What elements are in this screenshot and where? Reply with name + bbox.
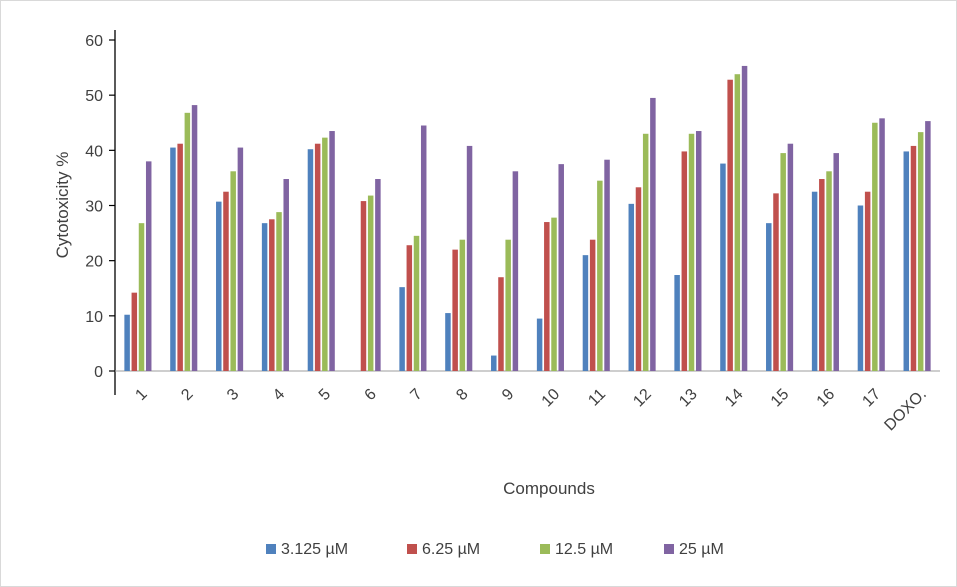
bar: [329, 131, 335, 371]
bar: [812, 192, 818, 371]
y-tick-label: 30: [85, 199, 103, 216]
y-tick-label: 10: [85, 309, 103, 326]
bar: [925, 121, 931, 371]
bar: [537, 319, 543, 371]
bar: [788, 144, 794, 371]
bar: [238, 148, 244, 371]
bar: [597, 181, 603, 371]
bar: [139, 223, 145, 371]
bar: [604, 160, 610, 371]
bar: [766, 223, 772, 371]
bar: [551, 218, 557, 371]
bar: [918, 132, 924, 371]
bar: [491, 356, 497, 371]
bar: [727, 80, 733, 371]
bar: [216, 202, 222, 371]
bar: [132, 293, 138, 371]
bar: [544, 222, 550, 371]
x-axis-title: Compounds: [503, 479, 595, 498]
legend-swatch: [664, 544, 674, 554]
y-tick-label: 60: [85, 33, 103, 50]
bar: [826, 171, 832, 371]
bar: [368, 196, 374, 371]
bar: [269, 219, 275, 371]
bar: [177, 144, 183, 371]
bar: [904, 151, 910, 371]
bar: [636, 187, 642, 371]
y-tick-label: 50: [85, 88, 103, 105]
legend-swatch: [540, 544, 550, 554]
bar: [421, 126, 427, 371]
bar: [696, 131, 702, 371]
bar: [192, 105, 198, 371]
bar: [361, 201, 367, 371]
bar: [858, 206, 864, 372]
bar: [230, 171, 236, 371]
bar: [735, 74, 741, 371]
bar: [911, 146, 917, 371]
bar: [865, 192, 871, 371]
bar: [833, 153, 839, 371]
bar: [650, 98, 656, 371]
bar: [445, 313, 451, 371]
bar: [399, 287, 405, 371]
bar: [819, 179, 825, 371]
bar: [460, 240, 466, 371]
bar: [558, 164, 564, 371]
bar: [185, 113, 191, 371]
bar: [308, 149, 314, 371]
bar: [414, 236, 420, 371]
bar: [407, 245, 413, 371]
legend-swatch: [266, 544, 276, 554]
bar: [689, 134, 695, 371]
bar: [170, 148, 176, 371]
bar: [322, 138, 328, 371]
legend-label: 6.25 µM: [422, 541, 480, 558]
bar: [674, 275, 680, 371]
bar: [720, 164, 726, 371]
bar: [315, 144, 321, 371]
bar: [629, 204, 635, 371]
bar: [498, 277, 504, 371]
bar: [513, 171, 519, 371]
y-tick-label: 20: [85, 254, 103, 271]
legend-label: 12.5 µM: [555, 541, 613, 558]
bar: [879, 118, 885, 371]
bar: [780, 153, 786, 371]
bar: [742, 66, 748, 371]
bar: [223, 192, 229, 371]
bar: [124, 315, 130, 371]
bar: [375, 179, 381, 371]
bar: [505, 240, 511, 371]
bar: [773, 193, 779, 371]
bar: [452, 250, 458, 371]
legend-swatch: [407, 544, 417, 554]
legend-label: 25 µM: [679, 541, 724, 558]
bar: [872, 123, 878, 371]
bar: [283, 179, 289, 371]
bar: [643, 134, 649, 371]
bar: [682, 151, 688, 371]
legend-label: 3.125 µM: [281, 541, 348, 558]
bar: [583, 255, 589, 371]
y-tick-label: 40: [85, 143, 103, 160]
y-tick-label: 0: [94, 364, 103, 381]
bar: [276, 212, 282, 371]
bar: [467, 146, 473, 371]
bar: [590, 240, 596, 371]
y-axis-title: Cytotoxicity %: [53, 152, 72, 259]
bar: [146, 161, 152, 371]
bar: [262, 223, 268, 371]
